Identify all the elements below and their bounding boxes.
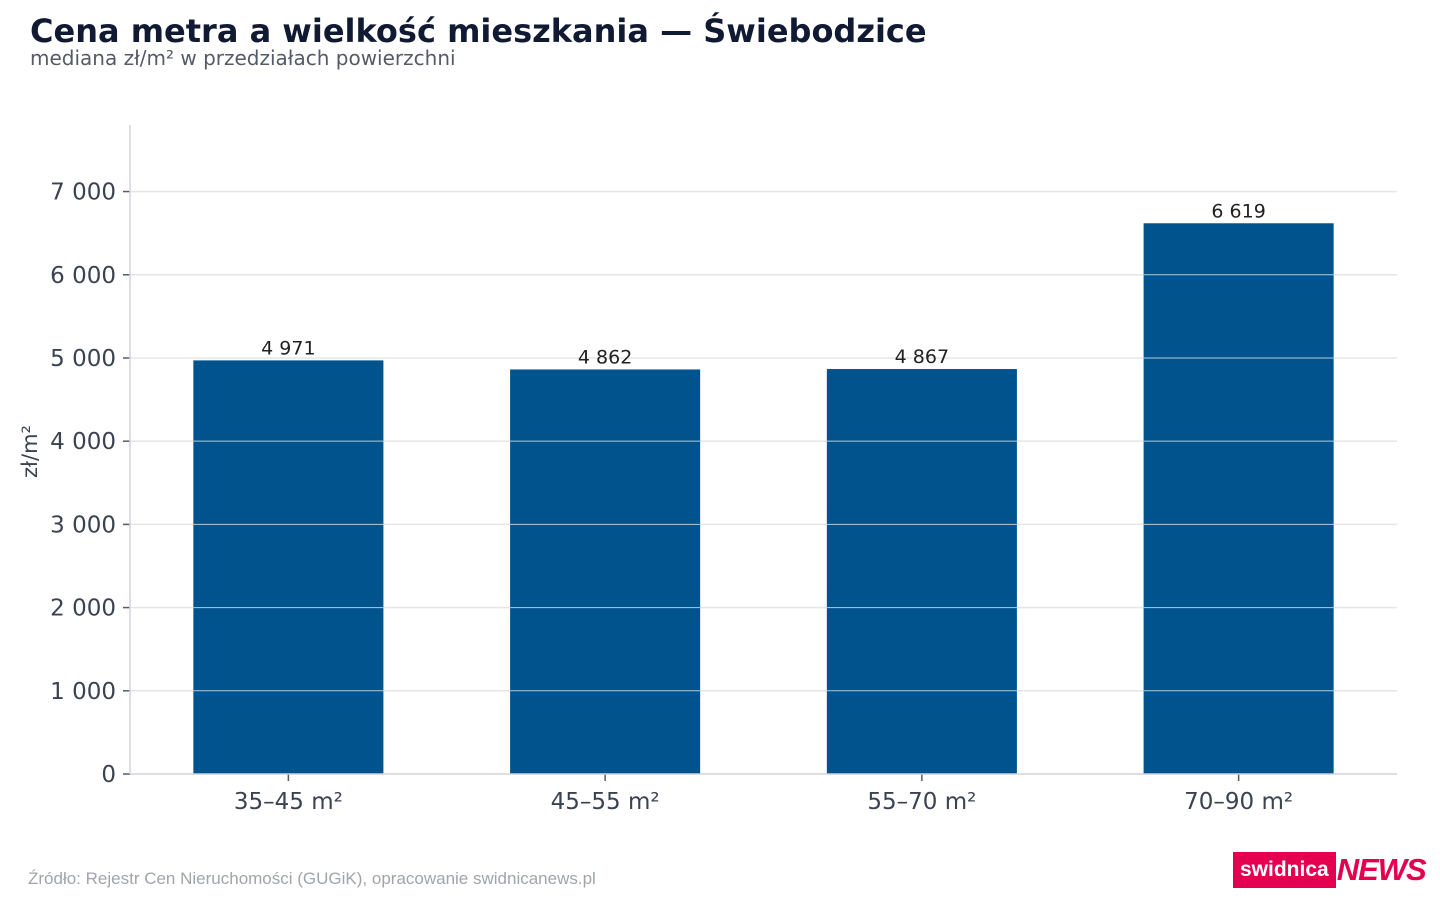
swidnicanews-logo: swidnica NEWS bbox=[1233, 852, 1427, 888]
y-tick-label: 3 000 bbox=[50, 512, 116, 538]
bar bbox=[1143, 223, 1334, 774]
chart-subtitle: mediana zł/m² w przedziałach powierzchni bbox=[30, 46, 456, 70]
axes bbox=[123, 125, 1397, 781]
x-tick-label: 70–90 m² bbox=[1184, 789, 1293, 815]
bar-value-label: 4 862 bbox=[578, 346, 632, 368]
bar bbox=[826, 369, 1017, 774]
labels: 0 1 000 2 000 3 000 4 000 5 000 6 000 7 000 4 97… bbox=[18, 180, 1293, 815]
y-tick-label: 7 000 bbox=[50, 180, 116, 206]
logo-accent-text: NEWS bbox=[1336, 852, 1427, 887]
bar bbox=[510, 369, 701, 774]
x-tick-label: 55–70 m² bbox=[867, 789, 976, 815]
chart-title: Cena metra a wielkość mieszkania — Świeb… bbox=[30, 12, 927, 50]
source-note: Źródło: Rejestr Cen Nieruchomości (GUGiK… bbox=[28, 869, 596, 888]
y-axis-title: zł/m² bbox=[18, 425, 42, 478]
y-tick-label: 0 bbox=[101, 762, 116, 788]
y-tick-label: 4 000 bbox=[50, 429, 116, 455]
bar bbox=[193, 360, 384, 774]
bar-value-label: 4 971 bbox=[261, 337, 315, 359]
bar-value-label: 4 867 bbox=[895, 346, 949, 368]
bar-value-label: 6 619 bbox=[1211, 200, 1265, 222]
y-tick-label: 6 000 bbox=[50, 263, 116, 289]
y-tick-label: 5 000 bbox=[50, 346, 116, 372]
x-tick-label: 35–45 m² bbox=[234, 789, 343, 815]
logo-main-text: swidnica bbox=[1233, 852, 1336, 888]
x-tick-label: 45–55 m² bbox=[551, 789, 660, 815]
y-tick-label: 1 000 bbox=[50, 679, 116, 705]
bars bbox=[193, 223, 1334, 774]
y-tick-label: 2 000 bbox=[50, 596, 116, 622]
